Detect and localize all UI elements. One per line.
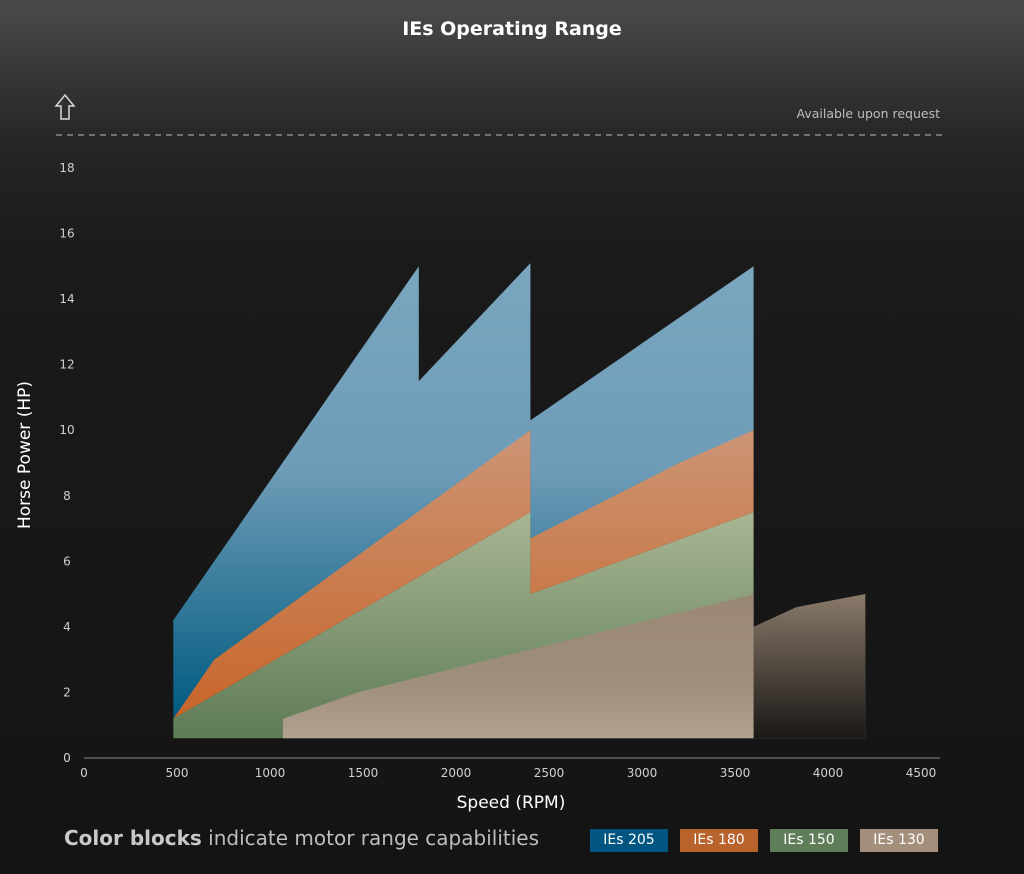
y-tick-label: 2 — [63, 685, 71, 699]
legend-caption-bold: Color blocks — [64, 826, 202, 850]
x-tick-label: 1500 — [348, 766, 379, 780]
band-ies130 — [283, 594, 866, 739]
x-tick-label: 2500 — [534, 766, 565, 780]
legend-label: IEs 180 — [693, 832, 745, 848]
y-axis-label: Horse Power (HP) — [15, 381, 35, 529]
chart-title: IEs Operating Range — [402, 18, 622, 40]
x-axis-ticks: 0 500 1000 1500 2000 2500 3000 3500 4000 4500 — [80, 766, 936, 780]
legend-label: IEs 150 — [783, 832, 835, 848]
legend-label: IEs 205 — [603, 832, 655, 848]
x-tick-label: 1000 — [255, 766, 286, 780]
legend-caption-text: indicate motor range capabilities — [208, 826, 539, 850]
y-tick-label: 10 — [59, 423, 74, 437]
y-tick-label: 8 — [63, 489, 71, 503]
x-tick-label: 4000 — [813, 766, 844, 780]
legend-caption: Color blocks indicate motor range capabi… — [64, 826, 539, 850]
up-arrow-icon — [54, 93, 76, 120]
legend-item-ies180: IEs 180 — [680, 829, 758, 852]
available-upon-request-note: Available upon request — [797, 106, 941, 121]
x-axis-label: Speed (RPM) — [457, 793, 566, 813]
x-tick-label: 0 — [80, 766, 88, 780]
y-tick-label: 14 — [59, 292, 74, 306]
x-tick-label: 4500 — [906, 766, 937, 780]
y-axis-ticks: 0 2 4 6 8 10 12 14 16 18 — [59, 161, 74, 765]
y-tick-label: 4 — [63, 620, 71, 634]
band-ies180 — [173, 430, 754, 719]
legend-label: IEs 130 — [873, 832, 925, 848]
series-bands — [173, 263, 866, 739]
x-tick-label: 3000 — [627, 766, 658, 780]
x-tick-label: 2000 — [441, 766, 472, 780]
legend-item-ies130: IEs 130 — [860, 829, 938, 852]
band-ies205 — [173, 263, 754, 719]
y-tick-label: 16 — [59, 227, 74, 241]
band-ies130-extended — [753, 594, 866, 739]
legend-item-ies150: IEs 150 — [770, 829, 848, 852]
x-tick-label: 3500 — [720, 766, 751, 780]
y-tick-label: 0 — [63, 751, 71, 765]
legend-item-ies205: IEs 205 — [590, 829, 668, 852]
y-tick-label: 6 — [63, 554, 71, 568]
x-tick-label: 500 — [166, 766, 189, 780]
y-tick-label: 12 — [59, 358, 74, 372]
y-tick-label: 18 — [59, 161, 74, 175]
